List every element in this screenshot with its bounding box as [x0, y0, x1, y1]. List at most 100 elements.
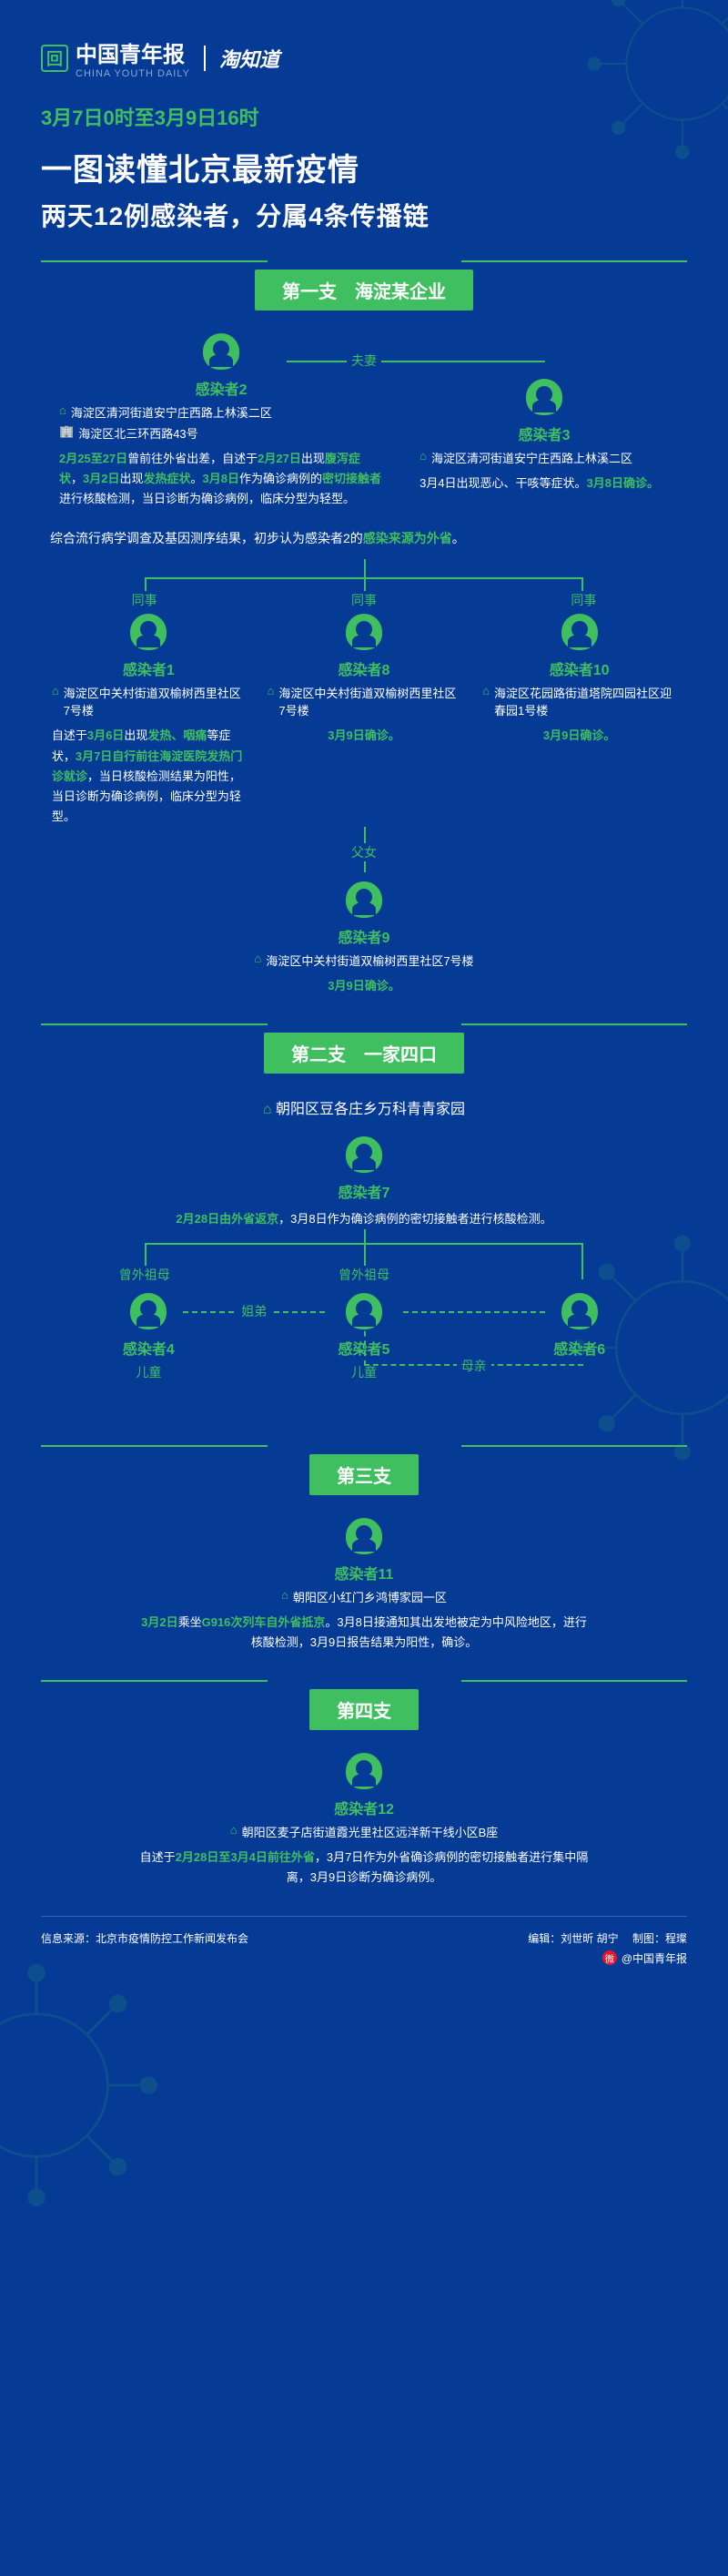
person-1-desc: 自述于3月6日出现发热、咽痛等症状，3月7日自行前往海淀医院发热门诊就诊，当日核… [52, 726, 246, 826]
brand-name: 中国青年报 [76, 36, 190, 68]
title-sub: 两天12例感染者，分属4条传播链 [41, 197, 687, 233]
home-icon: ⌂ [281, 1588, 288, 1602]
person-10-label: 感染者10 [482, 657, 676, 679]
relation-gm: 曾外祖母 [334, 1266, 394, 1284]
section-1-title: 第一支 海淀某企业 [255, 270, 473, 311]
person-12-loc: 朝阳区麦子店街道霞光里社区远洋新干线小区B座 [242, 1823, 499, 1840]
title-main: 一图读懂北京最新疫情 [41, 145, 687, 189]
home-icon: ⌂ [482, 684, 490, 697]
person-11: 感染者11 ⌂ 朝阳区小红门乡鸿博家园一区 3月2日乘坐G916次列车自外省抵京。… [138, 1518, 591, 1653]
footer-weibo: 微 @中国青年报 [528, 1950, 687, 1966]
person-4-note: 儿童 [68, 1363, 230, 1381]
person-8-label: 感染者8 [267, 657, 460, 679]
person-icon [346, 1293, 382, 1329]
header: 回 中国青年报 CHINA YOUTH DAILY 淘知道 3月7日0时至3月9… [41, 36, 687, 233]
person-icon [130, 1293, 167, 1329]
person-8-loc: 海淀区中关村街道双榆树西里社区7号楼 [278, 684, 460, 718]
person-11-desc: 3月2日乘坐G916次列车自外省抵京。3月8日接通知其出发地被定为中风险地区，进… [138, 1613, 591, 1653]
person-4-label: 感染者4 [68, 1337, 230, 1359]
weibo-icon: 微 [602, 1950, 617, 1965]
brand-row: 回 中国青年报 CHINA YOUTH DAILY 淘知道 [41, 36, 687, 79]
person-2-label: 感染者2 [59, 377, 383, 399]
home-icon: ⌂ [263, 1102, 272, 1117]
person-2: 感染者2 ⌂ 海淀区清河街道安宁庄西路上林溪二区 🏢 海淀区北三环西路43号 2月2… [59, 333, 383, 509]
chain-4: 感染者12 ⌂ 朝阳区麦子店街道霞光里社区远洋新干线小区B座 自述于2月28日至3… [41, 1753, 687, 1888]
person-icon [346, 614, 382, 650]
person-10-desc: 3月9日确诊。 [482, 726, 676, 746]
person-2-loc1: 海淀区清河街道安宁庄西路上林溪二区 [71, 403, 272, 421]
person-icon [561, 614, 598, 650]
person-3-loc: 海淀区清河街道安宁庄西路上林溪二区 [431, 449, 632, 466]
footer: 信息来源：北京市疫情防控工作新闻发布会 编辑：刘世昕 胡宁 制图：程璨 微 @中… [41, 1916, 687, 1980]
relation-mother: 母亲 [457, 1357, 491, 1375]
person-icon [346, 1518, 382, 1554]
home-icon: ⌂ [52, 684, 59, 697]
person-8: 感染者8 ⌂ 海淀区中关村街道双榆树西里社区7号楼 3月9日确诊。 [267, 614, 460, 746]
home-icon: ⌂ [59, 403, 66, 417]
person-icon [526, 379, 562, 415]
relation-couple: 夫妻 [347, 351, 381, 370]
person-9-loc: 海淀区中关村街道双榆树西里社区7号楼 [266, 952, 473, 969]
person-icon [203, 333, 239, 370]
person-11-label: 感染者11 [138, 1562, 591, 1583]
chain1-summary: 综合流行病学调查及基因测序结果，初步认为感染者2的感染来源为外省。 [41, 527, 687, 550]
person-7-desc: 2月28日由外省返京，3月8日作为确诊病例的密切接触者进行核酸检测。 [170, 1209, 558, 1229]
relation-colleague: 同事 [347, 591, 381, 609]
person-3: 感染者3 ⌂海淀区清河街道安宁庄西路上林溪二区 3月4日出现恶心、干咳等症状。3… [420, 379, 669, 494]
person-2-loc2: 海淀区北三环西路43号 [78, 424, 197, 442]
person-icon [346, 1136, 382, 1173]
brand-divider [204, 46, 206, 71]
connector-line [287, 361, 545, 362]
person-9: 感染者9 ⌂海淀区中关村街道双榆树西里社区7号楼 3月9日确诊。 [235, 881, 493, 996]
section-1-header: 第一支 海淀某企业 [41, 260, 687, 311]
section-4-header: 第四支 [41, 1680, 687, 1730]
section-2-header: 第二支 一家四口 [41, 1023, 687, 1074]
home-icon: ⌂ [254, 952, 261, 965]
person-10: 感染者10 ⌂ 海淀区花园路街道塔院四园社区迎春园1号楼 3月9日确诊。 [482, 614, 676, 746]
person-9-label: 感染者9 [235, 925, 493, 947]
home-icon: ⌂ [267, 684, 274, 697]
footer-editor: 编辑：刘世昕 胡宁 [528, 1932, 618, 1945]
brand-right: 淘知道 [219, 44, 279, 73]
relation-colleague: 同事 [566, 591, 601, 609]
person-1-loc: 海淀区中关村街道双榆树西里社区7号楼 [64, 684, 246, 718]
person-1: 感染者1 ⌂ 海淀区中关村街道双榆树西里社区7号楼 自述于3月6日出现发热、咽痛等… [52, 614, 246, 826]
chain2-location: ⌂ 朝阳区豆各庄乡万科青青家园 [41, 1096, 687, 1118]
person-4: 感染者4 儿童 [68, 1293, 230, 1381]
section-3-title: 第三支 [309, 1454, 419, 1495]
building-icon: 🏢 [59, 424, 74, 439]
person-2-desc: 2月25至27日曾前往外省出差，自述于2月27日出现腹泻症状，3月2日出现发热症… [59, 449, 383, 509]
person-10-loc: 海淀区花园路街道塔院四园社区迎春园1号楼 [494, 684, 676, 718]
person-icon [561, 1293, 598, 1329]
person-5-note: 儿童 [283, 1363, 445, 1381]
chain-1: 夫妻 感染者2 ⌂ 海淀区清河街道安宁庄西路上林溪二区 🏢 海淀区北三环西路43号 … [41, 333, 687, 996]
brand-left: 回 中国青年报 CHINA YOUTH DAILY [41, 36, 190, 79]
home-icon: ⌂ [230, 1823, 238, 1837]
connector-tree: 曾外祖母 曾外祖母 [41, 1229, 687, 1293]
person-12-label: 感染者12 [138, 1797, 591, 1818]
home-icon: ⌂ [420, 449, 427, 463]
logo-icon: 回 [41, 45, 68, 72]
person-8-desc: 3月9日确诊。 [267, 726, 460, 746]
connector-tree: 同事 同事 同事 [41, 568, 687, 614]
footer-source: 信息来源：北京市疫情防控工作新闻发布会 [41, 1930, 248, 1966]
relation-sisters: 姐弟 [237, 1302, 271, 1320]
date-range: 3月7日0时至3月9日16时 [41, 102, 687, 131]
section-4-title: 第四支 [309, 1689, 419, 1730]
person-icon [346, 1753, 382, 1789]
relation-ggm: 曾外祖母 [115, 1266, 175, 1284]
brand-subtitle: CHINA YOUTH DAILY [76, 68, 190, 79]
chain-3: 感染者11 ⌂ 朝阳区小红门乡鸿博家园一区 3月2日乘坐G916次列车自外省抵京。… [41, 1518, 687, 1653]
person-12: 感染者12 ⌂ 朝阳区麦子店街道霞光里社区远洋新干线小区B座 自述于2月28日至3… [138, 1753, 591, 1888]
relation-colleague: 同事 [127, 591, 162, 609]
person-12-desc: 自述于2月28日至3月4日前往外省，3月7日作为外省确诊病例的密切接触者进行集中… [138, 1848, 591, 1888]
person-3-label: 感染者3 [420, 423, 669, 444]
person-icon [346, 881, 382, 918]
person-7: 感染者7 2月28日由外省返京，3月8日作为确诊病例的密切接触者进行核酸检测。 [170, 1136, 558, 1229]
person-11-loc: 朝阳区小红门乡鸿博家园一区 [293, 1588, 447, 1605]
connector-line: 父女 [41, 827, 687, 881]
relation-father-daughter: 父女 [347, 843, 381, 861]
person-1-label: 感染者1 [52, 657, 246, 679]
person-icon [130, 614, 167, 650]
chain-2: ⌂ 朝阳区豆各庄乡万科青青家园 感染者7 2月28日由外省返京，3月8日作为确诊… [41, 1096, 687, 1381]
